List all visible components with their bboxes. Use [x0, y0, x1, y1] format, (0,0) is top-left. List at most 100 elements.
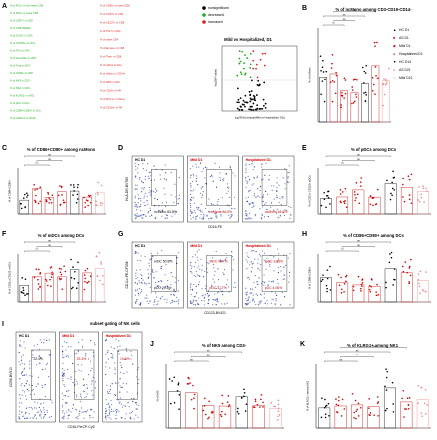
event	[63, 413, 65, 415]
event	[276, 182, 278, 184]
event	[138, 288, 140, 290]
volcano-dot	[252, 102, 255, 105]
dot	[51, 271, 53, 274]
dot	[352, 102, 355, 104]
dot	[351, 102, 353, 105]
panel-title: % of CD86+CD80+ among DCs	[343, 233, 404, 238]
event	[142, 279, 144, 281]
event	[177, 300, 179, 302]
event	[248, 163, 250, 166]
dot	[22, 287, 25, 289]
event	[112, 354, 114, 356]
event	[287, 172, 289, 174]
event	[256, 250, 258, 253]
event	[119, 362, 121, 364]
event	[226, 183, 229, 185]
event	[70, 345, 72, 348]
dot	[50, 266, 53, 268]
event	[144, 176, 146, 178]
dot	[371, 77, 374, 79]
dot	[408, 281, 410, 283]
dot	[74, 270, 76, 273]
event	[141, 191, 143, 193]
bracket	[333, 11, 376, 13]
panel-letter: K	[300, 341, 305, 348]
bar	[384, 183, 397, 215]
event	[110, 356, 112, 359]
bar	[417, 280, 429, 303]
dot	[203, 405, 206, 407]
bar	[336, 282, 349, 303]
event	[138, 178, 140, 180]
gate-label: ncMono 83.8%	[154, 210, 177, 214]
event	[146, 195, 148, 198]
dot	[76, 193, 79, 196]
dot	[361, 285, 363, 287]
red-item: % of mDCs in DCs	[100, 63, 122, 67]
volcano-dot	[262, 104, 265, 107]
bar	[336, 196, 349, 215]
event	[190, 283, 192, 285]
event	[253, 183, 255, 185]
event	[153, 277, 155, 279]
event	[190, 206, 192, 208]
event	[135, 209, 138, 211]
volcano-dot	[262, 98, 265, 101]
event	[265, 261, 267, 263]
event	[135, 169, 137, 171]
event	[223, 177, 225, 179]
dot	[420, 412, 423, 414]
event	[263, 293, 266, 295]
event	[213, 267, 215, 269]
event	[114, 409, 116, 411]
event	[112, 357, 114, 359]
dot	[37, 288, 40, 290]
dot	[62, 201, 65, 204]
event	[261, 215, 263, 217]
event	[50, 416, 53, 418]
event	[156, 198, 158, 201]
dot	[335, 398, 337, 400]
event	[46, 339, 48, 341]
bracket	[324, 360, 358, 362]
event	[275, 196, 277, 198]
volcano-dot	[258, 108, 261, 110]
red-item: % of naive CD4	[100, 38, 119, 42]
event	[138, 282, 141, 284]
event	[245, 218, 247, 220]
volcano-dot	[251, 79, 253, 82]
event	[140, 273, 142, 276]
event	[198, 281, 200, 283]
event	[189, 264, 191, 266]
volcano-dot	[244, 94, 247, 97]
dot	[423, 402, 426, 405]
event	[19, 378, 21, 380]
bar	[69, 269, 80, 303]
dot	[39, 285, 41, 288]
dot	[39, 271, 42, 274]
dot	[24, 294, 26, 297]
event	[252, 294, 254, 296]
event	[63, 383, 65, 386]
event	[191, 265, 193, 268]
dot	[329, 203, 331, 205]
y-label: % of ncMono	[308, 67, 312, 83]
event	[252, 299, 254, 302]
event	[279, 197, 281, 199]
event	[227, 186, 229, 188]
event	[249, 189, 251, 191]
dot	[407, 175, 410, 178]
event	[213, 274, 216, 276]
event	[193, 266, 196, 268]
event	[135, 216, 137, 218]
dot	[334, 92, 337, 95]
bar	[371, 65, 380, 123]
bracket	[325, 164, 359, 166]
event	[267, 215, 269, 218]
dot	[45, 200, 48, 203]
event	[190, 293, 192, 295]
event	[75, 417, 77, 419]
dot	[403, 200, 406, 203]
event	[195, 303, 197, 306]
event	[26, 416, 28, 419]
